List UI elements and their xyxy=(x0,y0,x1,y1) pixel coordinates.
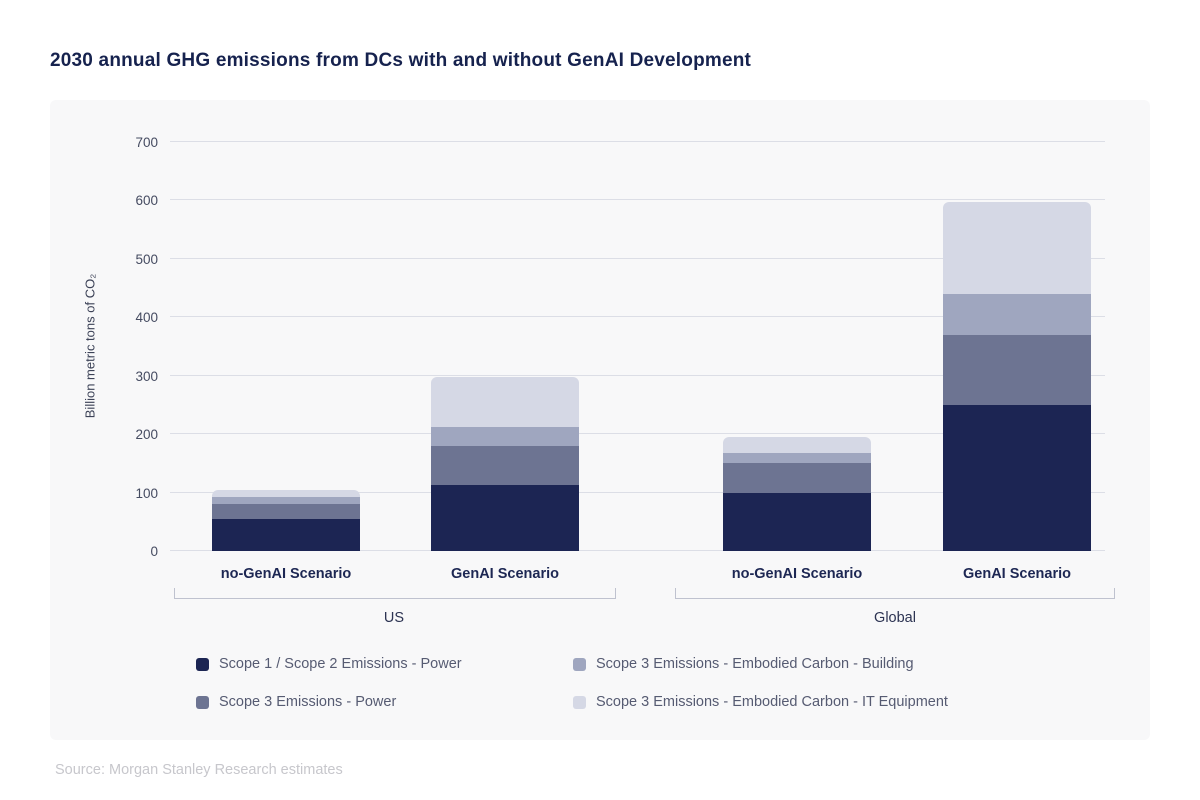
bar-segment xyxy=(431,484,579,551)
gridline-700 xyxy=(170,141,1105,142)
page-title: 2030 annual GHG emissions from DCs with … xyxy=(50,50,752,71)
bar-segment xyxy=(723,463,871,493)
legend-swatch xyxy=(196,695,209,709)
legend-label: Scope 3 Emissions - Embodied Carbon - IT… xyxy=(596,694,948,710)
y-tick-label-200: 200 xyxy=(135,427,158,443)
legend-label: Scope 3 Emissions - Embodied Carbon - Bu… xyxy=(596,656,914,672)
category-label: no-GenAI Scenario xyxy=(731,566,863,582)
bar-segment xyxy=(943,334,1091,405)
gridline-400 xyxy=(170,316,1105,318)
bar-segment xyxy=(723,492,871,551)
bar-segment xyxy=(212,504,360,519)
y-tick-label-500: 500 xyxy=(135,251,158,267)
legend-label: Scope 1 / Scope 2 Emissions - Power xyxy=(219,656,462,672)
gridline-300 xyxy=(170,374,1105,376)
chart-panel: Billion metric tons of CO₂ 0 100 200 300 400… xyxy=(50,100,1150,740)
category-labels: no-GenAI Scenario GenAI Scenario no-GenAI … xyxy=(170,566,1105,588)
group-axis: US Global xyxy=(170,588,1115,632)
legend-swatch xyxy=(196,657,209,671)
bar-segment xyxy=(943,201,1091,294)
group-label: US xyxy=(383,610,405,626)
gridline-100 xyxy=(170,491,1105,493)
gridline-0 xyxy=(170,550,1105,551)
gridline-500 xyxy=(170,257,1105,259)
source-note: Source: Morgan Stanley Research estimate… xyxy=(55,762,343,778)
bar-segment xyxy=(212,489,360,498)
y-tick-label-0: 0 xyxy=(150,544,158,559)
bar-segment xyxy=(943,404,1091,551)
legend-label: Scope 3 Emissions - Power xyxy=(219,694,397,710)
y-tick-label-400: 400 xyxy=(135,310,158,326)
legend-item: Scope 3 Emissions - Power xyxy=(196,694,573,710)
y-axis-tick-labels: 0 100 200 300 400 500 600 700 xyxy=(90,135,158,559)
y-tick-label-700: 700 xyxy=(135,135,158,150)
legend: Scope 1 / Scope 2 Emissions - Power Scope… xyxy=(196,656,948,710)
bar-segment xyxy=(431,426,579,446)
bar-segment xyxy=(431,377,579,427)
group-bracket xyxy=(675,588,1115,599)
bar-segment xyxy=(431,445,579,485)
bar-segment xyxy=(212,497,360,505)
y-tick-label-100: 100 xyxy=(135,485,158,501)
category-label: GenAI Scenario xyxy=(963,566,1071,582)
bar-segment xyxy=(212,518,360,551)
gridline-600 xyxy=(170,199,1105,201)
legend-swatch xyxy=(573,695,586,709)
plot-area xyxy=(170,141,1105,551)
gridline-200 xyxy=(170,433,1105,435)
y-tick-label-600: 600 xyxy=(135,193,158,209)
group-label: Global xyxy=(874,610,916,626)
legend-item: Scope 3 Emissions - Embodied Carbon - IT… xyxy=(573,694,948,710)
legend-item: Scope 1 / Scope 2 Emissions - Power xyxy=(196,656,573,672)
bar-segment xyxy=(943,293,1091,335)
y-tick-label-300: 300 xyxy=(135,368,158,384)
bar-segment xyxy=(723,437,871,453)
legend-swatch xyxy=(573,657,586,671)
group-bracket xyxy=(174,588,616,599)
bar-segment xyxy=(723,452,871,464)
category-label: GenAI Scenario xyxy=(451,566,559,582)
category-label: no-GenAI Scenario xyxy=(220,566,352,582)
legend-item: Scope 3 Emissions - Embodied Carbon - Bu… xyxy=(573,656,948,672)
